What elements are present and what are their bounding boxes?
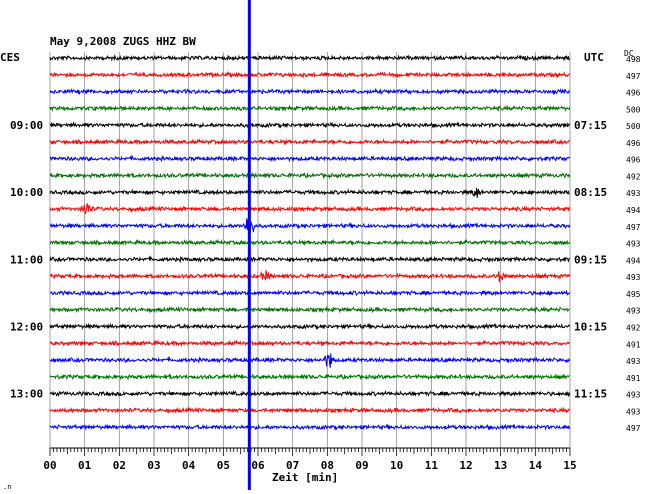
x-tick-label-09: 09 bbox=[355, 459, 368, 472]
dc-value-15: 493 bbox=[626, 307, 641, 316]
x-tick-label-03: 03 bbox=[147, 459, 160, 472]
trace-group: 498 497 496 500 500 496 496 492 493 494 497 493 494 4… bbox=[49, 54, 641, 433]
seismic-trace-3 bbox=[49, 104, 571, 113]
dc-value-4: 500 bbox=[626, 122, 641, 131]
seismic-trace-19 bbox=[49, 373, 570, 381]
left-hour-label-12:00: 12:00 bbox=[10, 320, 43, 333]
dc-value-21: 493 bbox=[626, 407, 641, 416]
seismic-trace-10 bbox=[49, 218, 571, 235]
dc-value-20: 493 bbox=[626, 391, 641, 400]
seismic-trace-13 bbox=[49, 269, 571, 283]
dc-value-8: 493 bbox=[626, 189, 641, 198]
seismic-trace-22 bbox=[49, 423, 571, 431]
seismic-trace-2 bbox=[49, 87, 571, 96]
x-tick-label-10: 10 bbox=[390, 459, 403, 472]
x-tick-label-04: 04 bbox=[182, 459, 196, 472]
seismic-trace-21 bbox=[49, 406, 571, 415]
right-timezone-label: UTC bbox=[584, 51, 604, 64]
dc-value-12: 494 bbox=[626, 256, 641, 265]
right-hour-label-08:15: 08:15 bbox=[574, 186, 607, 199]
dc-value-0: 498 bbox=[626, 55, 641, 64]
dc-value-11: 493 bbox=[626, 240, 641, 249]
seismic-trace-20 bbox=[49, 389, 571, 398]
dc-value-10: 497 bbox=[626, 223, 641, 232]
dc-value-19: 491 bbox=[626, 374, 641, 383]
right-hour-label-07:15: 07:15 bbox=[574, 119, 607, 132]
dc-value-5: 496 bbox=[626, 139, 641, 148]
x-tick-label-07: 07 bbox=[286, 459, 299, 472]
dc-column-header: DC bbox=[624, 49, 634, 58]
seismic-trace-17 bbox=[49, 339, 570, 347]
dc-value-16: 492 bbox=[626, 323, 641, 332]
seismic-trace-1 bbox=[49, 70, 571, 79]
x-tick-label-05: 05 bbox=[217, 459, 230, 472]
dc-value-6: 496 bbox=[626, 156, 641, 165]
right-hour-label-09:15: 09:15 bbox=[574, 253, 607, 266]
hour-labels: 09:00 10:00 11:00 12:00 13:00 07:15 08:15 09:15… bbox=[10, 119, 607, 400]
seismic-trace-5 bbox=[49, 138, 570, 146]
left-hour-label-13:00: 13:00 bbox=[10, 388, 43, 401]
seismic-trace-14 bbox=[49, 289, 571, 297]
x-axis-label: Zeit [min] bbox=[272, 471, 338, 484]
x-tick-label-14: 14 bbox=[529, 459, 543, 472]
x-tick-label-11: 11 bbox=[425, 459, 439, 472]
x-axis: 00 01 02 03 04 05 06 07 08 09 10 11 12 13 14 15 bbox=[43, 447, 577, 472]
left-timezone-label: CES bbox=[0, 51, 20, 64]
left-hour-label-11:00: 11:00 bbox=[10, 253, 43, 266]
seismic-trace-9 bbox=[49, 203, 571, 215]
minute-grid bbox=[49, 52, 571, 448]
seismic-trace-6 bbox=[49, 154, 571, 163]
seismic-trace-4 bbox=[49, 121, 571, 129]
left-hour-label-10:00: 10:00 bbox=[10, 186, 43, 199]
seismic-trace-12 bbox=[49, 255, 570, 264]
x-tick-label-08: 08 bbox=[321, 459, 334, 472]
x-tick-label-06: 06 bbox=[251, 459, 265, 472]
dc-value-13: 493 bbox=[626, 273, 641, 282]
seismic-trace-15 bbox=[49, 305, 570, 314]
x-tick-label-15: 15 bbox=[563, 459, 576, 472]
seismic-trace-16 bbox=[49, 322, 571, 331]
dc-value-14: 495 bbox=[626, 290, 641, 299]
left-hour-label-09:00: 09:00 bbox=[10, 119, 43, 132]
chart-title: May 9,2008 ZUGS HHZ BW bbox=[50, 35, 196, 48]
seismic-trace-11 bbox=[49, 238, 571, 247]
right-hour-label-11:15: 11:15 bbox=[574, 388, 607, 401]
x-tick-label-01: 01 bbox=[78, 459, 92, 472]
seismic-trace-7 bbox=[49, 171, 571, 180]
seismic-trace-0 bbox=[49, 54, 571, 62]
dc-value-18: 493 bbox=[626, 357, 641, 366]
dc-value-7: 492 bbox=[626, 172, 641, 181]
right-hour-label-10:15: 10:15 bbox=[574, 320, 607, 333]
dc-value-1: 497 bbox=[626, 72, 641, 81]
dc-value-3: 500 bbox=[626, 105, 641, 114]
x-tick-label-00: 00 bbox=[43, 459, 56, 472]
dc-value-22: 497 bbox=[626, 424, 641, 433]
x-tick-label-13: 13 bbox=[494, 459, 507, 472]
x-tick-label-02: 02 bbox=[113, 459, 126, 472]
dc-value-2: 496 bbox=[626, 89, 641, 98]
dc-value-17: 491 bbox=[626, 340, 641, 349]
corner-mark: .n bbox=[3, 483, 11, 491]
dc-value-9: 494 bbox=[626, 206, 641, 215]
x-tick-label-12: 12 bbox=[459, 459, 472, 472]
seismic-trace-18 bbox=[49, 353, 571, 368]
seismic-trace-8 bbox=[49, 187, 570, 198]
